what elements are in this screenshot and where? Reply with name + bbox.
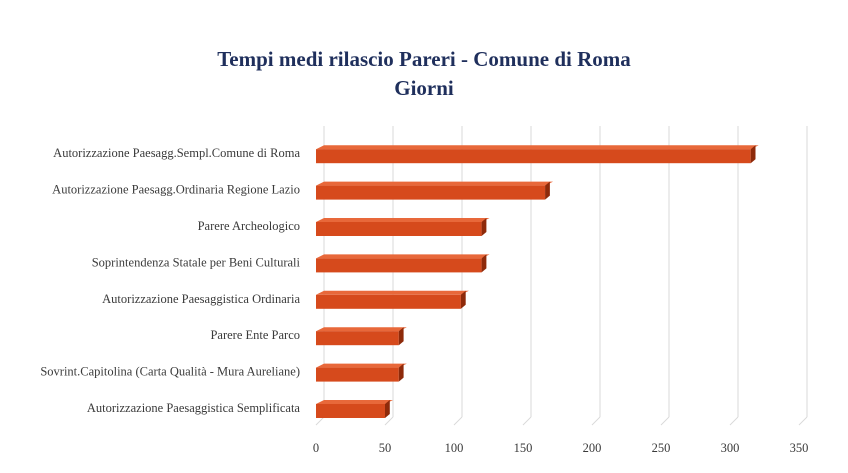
bar-front [316, 294, 461, 309]
x-tick-label: 0 [313, 441, 319, 455]
bar [316, 254, 490, 273]
bar-side [398, 363, 404, 382]
bar-front [316, 331, 399, 346]
gridline-floor [453, 416, 463, 426]
x-tick-label: 50 [379, 441, 392, 455]
gridline-floor [591, 416, 601, 426]
chart-title: Tempi medi rilascio Pareri - Comune di R… [217, 47, 631, 71]
x-tick-label: 150 [514, 441, 533, 455]
bar-side [481, 218, 487, 236]
bar-top [316, 400, 393, 404]
gridline-floor [522, 416, 532, 426]
bar-side [398, 327, 404, 346]
gridline-floor [798, 416, 808, 426]
x-tick-label: 100 [445, 441, 464, 455]
bar [316, 145, 759, 164]
bar-front [316, 185, 546, 200]
gridline-floor [315, 416, 325, 426]
x-tick-label: 350 [790, 441, 809, 455]
category-label: Autorizzazione Paesaggistica Semplificat… [87, 401, 301, 415]
category-label: Autorizzazione Paesaggistica Ordinaria [102, 292, 300, 306]
bar-top [316, 254, 490, 259]
bar-top [316, 181, 554, 186]
bar-front [316, 367, 399, 382]
bar-top [316, 290, 469, 295]
category-label: Autorizzazione Paesagg.Ordinaria Regione… [52, 183, 300, 197]
category-label: Parere Archeologico [198, 219, 300, 233]
category-label: Sovrint.Capitolina (Carta Qualità - Mura… [40, 365, 300, 379]
bar-top [316, 363, 407, 368]
bar-side [481, 254, 487, 273]
bar-side [750, 145, 756, 164]
bar-front [316, 222, 482, 236]
bar [316, 290, 469, 309]
bar-side [460, 290, 466, 309]
gridline-floor [729, 416, 739, 426]
bar [316, 327, 407, 346]
bar [316, 363, 407, 382]
chart-subtitle: Giorni [394, 76, 454, 100]
bar-top [316, 327, 407, 332]
x-tick-label: 200 [583, 441, 602, 455]
category-label: Parere Ente Parco [210, 328, 300, 342]
bar-side [545, 181, 550, 200]
bar [316, 218, 490, 236]
bar-front [316, 149, 751, 164]
bar [316, 181, 554, 200]
gridline-floor [660, 416, 670, 426]
x-tick-label: 250 [652, 441, 671, 455]
category-label: Soprintendenza Statale per Beni Cultural… [92, 255, 301, 269]
bar-top [316, 218, 490, 222]
x-tick-label: 300 [721, 441, 740, 455]
bar-front [316, 404, 385, 418]
bar-side [385, 400, 390, 418]
bar [316, 400, 393, 418]
gridline-floor [384, 416, 394, 426]
bar-top [316, 145, 759, 150]
bar-front [316, 258, 482, 273]
category-label: Autorizzazione Paesagg.Sempl.Comune di R… [53, 146, 300, 160]
